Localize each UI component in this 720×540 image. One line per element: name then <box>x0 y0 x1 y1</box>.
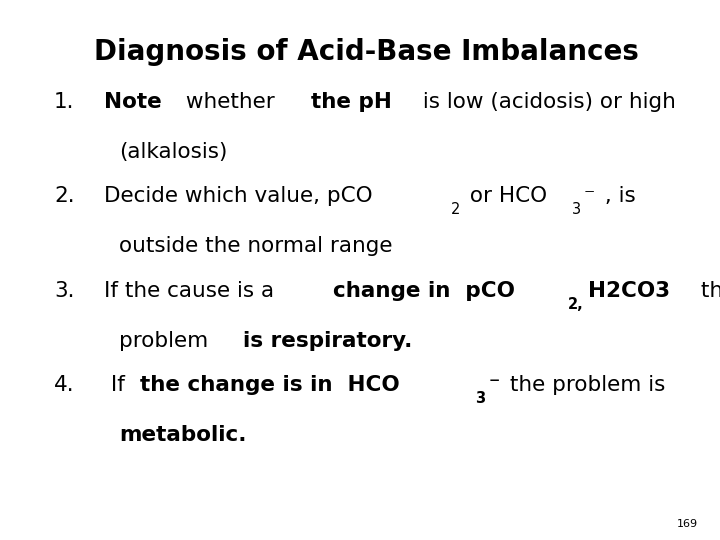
Text: the change is in  HCO: the change is in HCO <box>140 375 400 395</box>
Text: 2,: 2, <box>567 297 583 312</box>
Text: 3.: 3. <box>54 281 74 301</box>
Text: 3: 3 <box>572 202 581 218</box>
Text: , is: , is <box>598 186 636 206</box>
Text: ⁻: ⁻ <box>583 186 595 206</box>
Text: Note: Note <box>104 92 162 112</box>
Text: outside the normal range: outside the normal range <box>119 236 392 256</box>
Text: (alkalosis): (alkalosis) <box>119 141 228 161</box>
Text: metabolic.: metabolic. <box>119 425 246 445</box>
Text: is low (acidosis) or high: is low (acidosis) or high <box>415 92 675 112</box>
Text: or HCO: or HCO <box>463 186 547 206</box>
Text: the pH: the pH <box>311 92 392 112</box>
Text: Decide which value, pCO: Decide which value, pCO <box>104 186 373 206</box>
Text: is respiratory.: is respiratory. <box>243 330 413 350</box>
Text: problem: problem <box>119 330 215 350</box>
Text: 169: 169 <box>678 519 698 529</box>
Text: 2: 2 <box>451 202 460 218</box>
Text: H2CO3: H2CO3 <box>588 281 670 301</box>
Text: 1.: 1. <box>54 92 74 112</box>
Text: If: If <box>104 375 132 395</box>
Text: If the cause is a: If the cause is a <box>104 281 282 301</box>
Text: the problem is: the problem is <box>503 375 665 395</box>
Text: change in  pCO: change in pCO <box>333 281 515 301</box>
Text: Diagnosis of Acid-Base Imbalances: Diagnosis of Acid-Base Imbalances <box>94 38 639 66</box>
Text: the: the <box>694 281 720 301</box>
Text: ⁻: ⁻ <box>488 375 500 395</box>
Text: 2.: 2. <box>54 186 75 206</box>
Text: whether: whether <box>179 92 282 112</box>
Text: 3: 3 <box>475 392 485 407</box>
Text: 4.: 4. <box>54 375 75 395</box>
